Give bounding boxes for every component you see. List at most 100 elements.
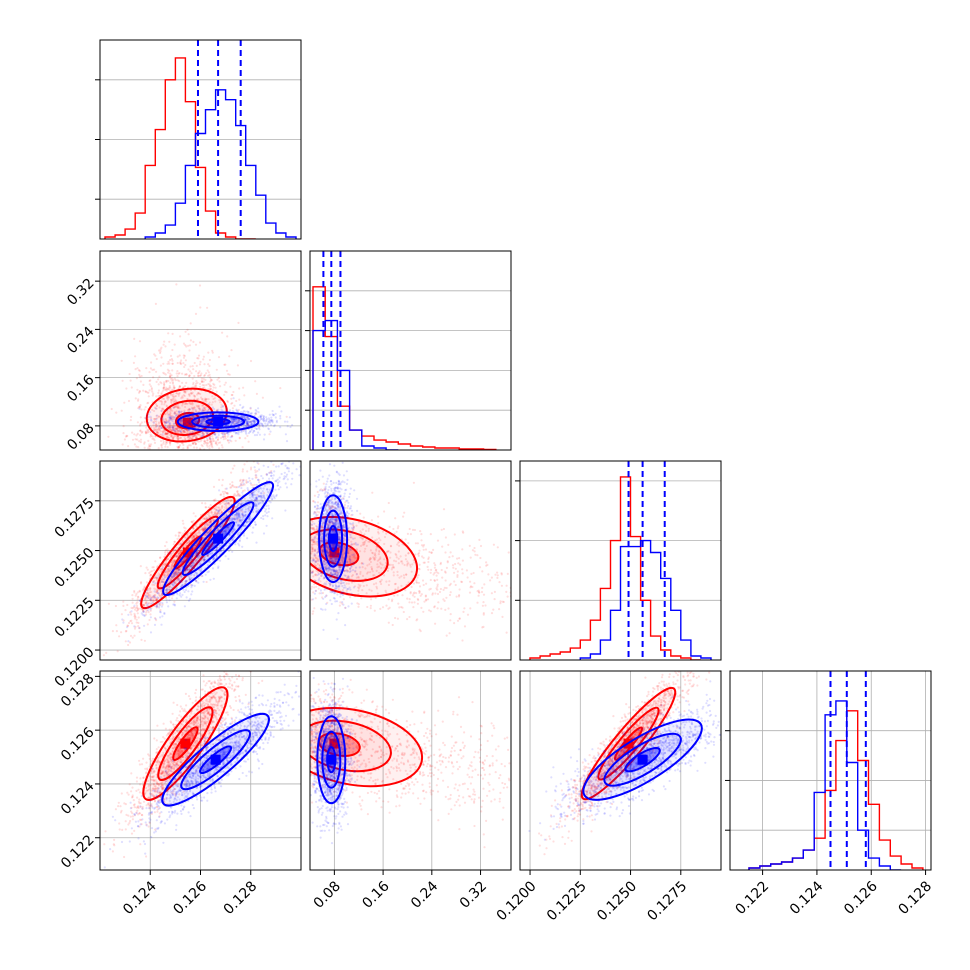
scatter-point [167,387,170,390]
scatter-point [147,413,150,416]
scatter-point [138,406,141,409]
scatter-point [179,362,182,365]
scatter-point [201,384,204,387]
scatter-point [164,443,167,446]
scatter-point [184,330,187,333]
scatter-point [162,343,165,346]
scatter-point [227,451,229,453]
scatter-point [138,390,142,393]
scatter-point [154,407,157,410]
scatter-point [211,351,214,354]
scatter-point [135,445,138,448]
scatter-point [192,434,195,437]
scatter-point [316,441,318,443]
scatter-point [183,391,186,394]
scatter-point [164,432,167,435]
scatter-point [195,446,198,449]
scatter-point [181,402,184,405]
scatter-point [162,371,165,374]
scatter-point [250,428,253,431]
scatter-point [165,389,168,392]
scatter-point [154,423,157,426]
scatter-point [240,486,243,490]
scatter-point [153,417,156,421]
scatter-point [166,394,169,397]
scatter-point [283,420,287,423]
scatter-point [149,367,152,370]
scatter-point [238,398,241,401]
scatter-point [169,358,172,362]
scatter-point [208,364,211,368]
scatter-point [200,421,203,424]
scatter-point [229,483,232,486]
scatter-point [208,435,211,438]
scatter-point [163,422,167,425]
scatter-point [162,442,165,445]
scatter-point [166,426,169,429]
scatter-point [198,382,202,385]
scatter-point [246,423,249,426]
scatter-point [149,444,152,448]
scatter-point [242,386,245,389]
scatter-point [163,401,167,404]
scatter-point [187,419,191,422]
scatter-point [118,635,121,638]
scatter-point [253,421,256,424]
scatter-point [202,417,205,420]
scatter-point [248,424,251,427]
scatter-point [231,393,234,397]
scatter-point [201,404,204,407]
scatter-point [232,421,235,425]
scatter-point [139,424,142,427]
scatter-point [203,399,206,402]
scatter-point [171,435,174,438]
scatter-point [210,385,213,388]
scatter-point [235,432,238,435]
scatter-point [192,340,195,343]
scatter-point [171,332,174,335]
scatter-point [186,445,189,448]
scatter-point [165,541,168,544]
scatter-point [253,426,256,429]
scatter-point [202,420,205,423]
scatter-point [178,385,181,388]
scatter-point [196,372,200,375]
scatter-point [177,437,180,440]
scatter-point [266,423,269,427]
scatter-point [143,639,146,642]
scatter-point [183,373,186,376]
scatter-point [156,425,159,428]
scatter-point [120,359,123,362]
scatter-point [182,522,185,525]
scatter-point [174,430,178,433]
scatter-point [189,402,192,405]
scatter-point [165,440,168,443]
scatter-point [177,429,181,432]
scatter-point [154,453,156,455]
scatter-point [191,442,194,445]
scatter-point [210,379,213,382]
scatter-point [203,442,206,445]
scatter-point [203,363,206,366]
scatter-point [168,433,171,436]
scatter-point [170,374,173,377]
scatter-point [198,385,202,388]
scatter-point [146,568,149,571]
scatter-point [201,398,204,401]
scatter-point [225,432,228,435]
scatter-point [190,372,193,375]
scatter-point [198,370,201,373]
plot-area [100,40,301,239]
scatter-point [147,447,150,450]
scatter-point [126,434,129,438]
scatter-point [214,433,217,436]
scatter-point [209,578,212,581]
scatter-point [253,420,256,423]
scatter-point [231,467,234,470]
scatter-point [157,394,160,397]
scatter-point [180,359,183,362]
scatter-point [224,381,227,384]
scatter-point [230,420,233,423]
scatter-point [111,630,114,633]
scatter-point [178,445,181,448]
